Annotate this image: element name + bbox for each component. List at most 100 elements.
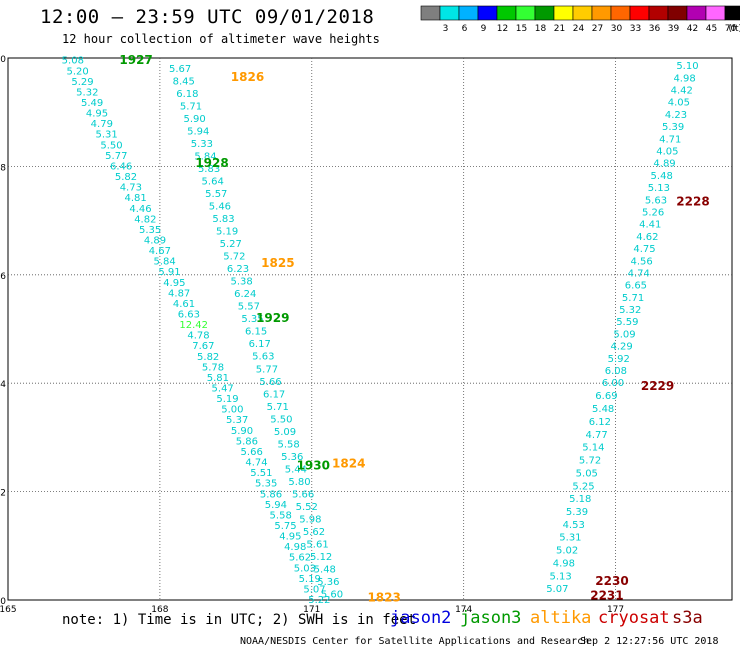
colorbar-swatch (724, 5, 740, 21)
swh-value: 4.46 (129, 204, 151, 215)
swh-value: 5.71 (267, 402, 289, 413)
swh-value: 5.57 (205, 189, 227, 200)
swh-value: 4.78 (187, 331, 209, 342)
swh-value: 5.38 (230, 277, 252, 288)
swh-value: 5.37 (226, 415, 248, 426)
pass-time-label: 1928 (195, 156, 228, 170)
swh-value: 5.64 (202, 176, 224, 187)
lat-tick-label: 26 (0, 272, 6, 282)
swh-value: 5.78 (202, 362, 224, 373)
swh-value: 5.27 (220, 239, 242, 250)
colorbar-swatch (572, 5, 593, 21)
lat-tick-label: 22 (0, 489, 6, 499)
swh-value: 5.44 (285, 464, 307, 475)
generated-date: Sep 2 12:27:56 UTC 2018 (580, 636, 719, 647)
swh-value: 4.05 (656, 146, 678, 157)
swh-value: 5.67 (169, 64, 191, 75)
colorbar-swatch (648, 5, 669, 21)
swh-value: 5.62 (303, 527, 325, 538)
swh-value: 5.08 (62, 56, 84, 67)
lon-tick-label: 174 (455, 605, 472, 615)
colorbar-swatch (534, 5, 555, 21)
swh-value: 4.75 (633, 244, 655, 255)
swh-value: 5.36 (281, 452, 303, 463)
swh-value: 5.13 (648, 183, 670, 194)
pass-time-label: 1929 (256, 311, 289, 325)
chart-title: 12:00 – 23:59 UTC 09/01/2018 (40, 6, 375, 28)
swh-value: 5.19 (299, 574, 321, 585)
lon-tick-label: 177 (607, 605, 624, 615)
swh-value: 5.91 (158, 267, 180, 278)
lon-tick-label: 168 (151, 605, 168, 615)
swh-value: 4.95 (86, 109, 108, 120)
swh-value: 4.56 (631, 256, 653, 267)
swh-value: 6.00 (602, 378, 624, 389)
colorbar-swatch (629, 5, 650, 21)
colorbar-tick-label: 36 (649, 24, 661, 34)
swh-value: 5.90 (183, 114, 205, 125)
swh-value: 4.41 (639, 220, 661, 231)
swh-value: 5.66 (241, 447, 263, 458)
pass-time-label: 1826 (231, 70, 264, 84)
swh-value: 5.72 (579, 456, 601, 467)
swh-value: 6.46 (110, 161, 132, 172)
swh-value: 5.03 (294, 563, 316, 574)
colorbar-tick-label: 27 (592, 24, 603, 34)
swh-value: 5.35 (255, 479, 277, 490)
swh-value: 7.67 (192, 341, 214, 352)
swh-value: 5.19 (216, 227, 238, 238)
swh-value: 5.20 (67, 66, 89, 77)
pass-time-label: 2231 (590, 589, 623, 603)
colorbar-swatch (610, 5, 631, 21)
swh-value: 4.89 (144, 235, 166, 246)
swh-value: 5.36 (317, 577, 339, 588)
swh-value: 5.84 (194, 151, 216, 162)
swh-value: 4.42 (671, 86, 693, 97)
colorbar-tick-label: 24 (573, 24, 585, 34)
credit-line: NOAA/NESDIS Center for Satellite Applica… (240, 636, 590, 647)
swh-value: 5.07 (303, 584, 325, 595)
swh-value: 5.31 (559, 533, 581, 544)
swh-value: 4.74 (245, 458, 267, 469)
swh-value: 5.02 (556, 546, 578, 557)
swh-value: 5.39 (566, 507, 588, 518)
pass-time-label: 1930 (297, 459, 330, 473)
colorbar-swatch (496, 5, 517, 21)
colorbar-swatch (686, 5, 707, 21)
colorbar-unit: (ft) (728, 24, 740, 34)
swh-value: 4.98 (284, 542, 306, 553)
swh-value: 5.19 (216, 394, 238, 405)
swh-value: 5.35 (139, 225, 161, 236)
swh-value: 5.82 (197, 352, 219, 363)
legend-cryosat: cryosat (598, 608, 670, 628)
swh-value: 4.29 (610, 342, 632, 353)
legend-jason3: jason3 (460, 608, 522, 628)
swh-value: 4.95 (279, 532, 301, 543)
swh-value: 4.53 (563, 520, 585, 531)
colorbar-swatch (667, 5, 688, 21)
swh-value: 5.32 (76, 87, 98, 98)
swh-value: 5.33 (191, 139, 213, 150)
swh-value: 5.61 (306, 540, 328, 551)
lat-tick-label: 24 (0, 380, 6, 390)
colorbar-tick-label: 12 (497, 24, 508, 34)
lat-tick-label: 20 (0, 597, 6, 607)
colorbar-swatch (477, 5, 498, 21)
swh-value: 5.63 (252, 352, 274, 363)
swh-value: 5.57 (238, 302, 260, 313)
swh-value: 5.90 (231, 426, 253, 437)
swh-value: 5.77 (105, 151, 127, 162)
swh-value: 4.23 (665, 110, 687, 121)
swh-value: 6.63 (178, 309, 200, 320)
colorbar-swatch (420, 5, 441, 21)
swh-value: 5.98 (299, 514, 321, 525)
legend-jason2: jason2 (390, 608, 452, 628)
swh-value: 5.46 (209, 202, 231, 213)
swh-value: 5.84 (154, 257, 176, 268)
swh-value: 5.39 (662, 122, 684, 133)
colorbar-tick-label: 6 (462, 24, 468, 34)
swh-value: 8.45 (173, 76, 195, 87)
swh-value: 5.62 (289, 553, 311, 564)
swh-value: 5.82 (115, 172, 137, 183)
